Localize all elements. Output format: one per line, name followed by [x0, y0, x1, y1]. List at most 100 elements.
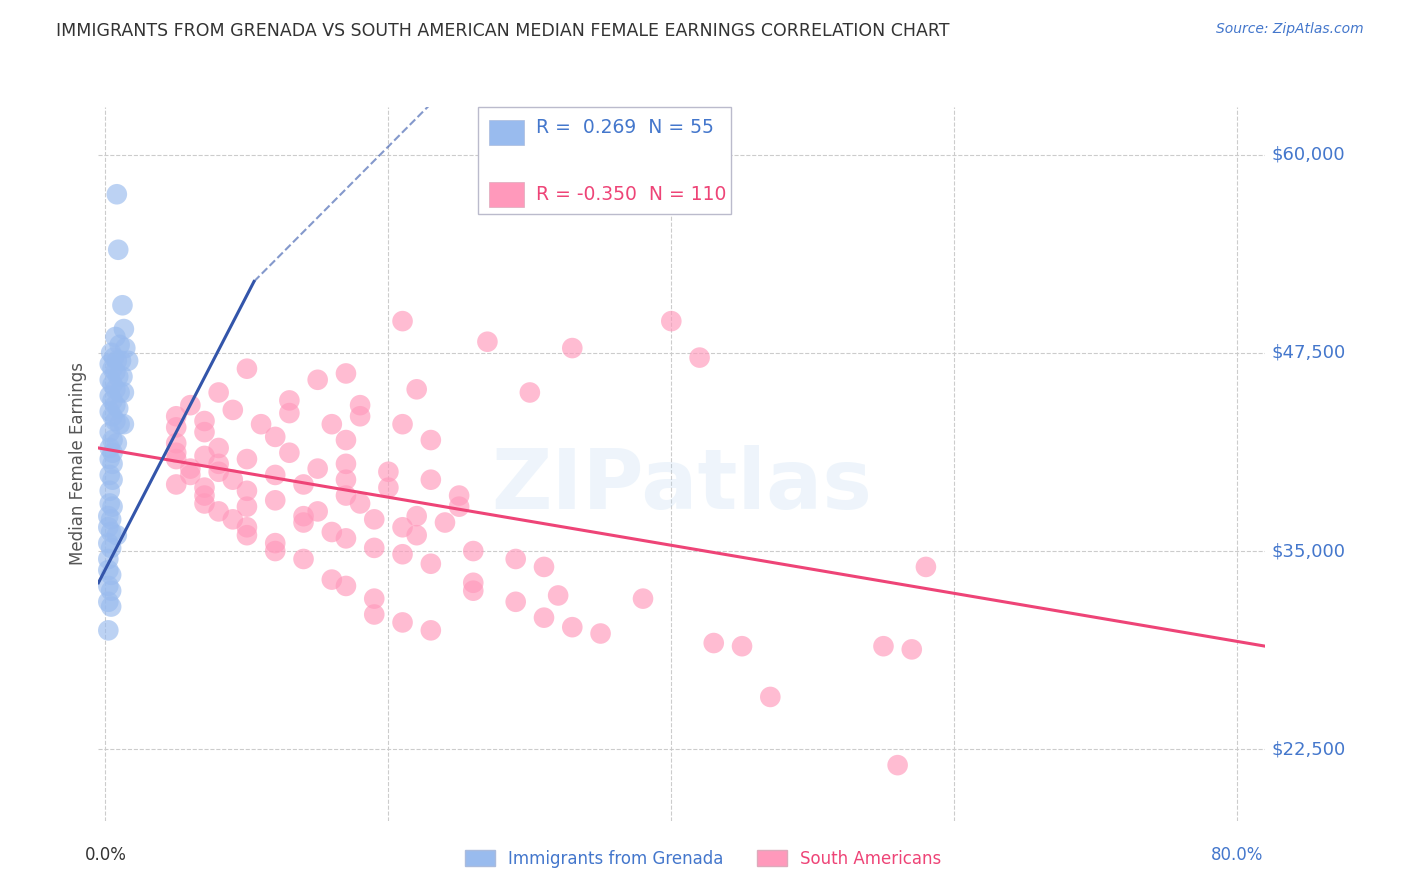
Point [363, 512, 385, 526]
Point [477, 334, 499, 349]
Point [292, 552, 315, 566]
Text: Source: ZipAtlas.com: Source: ZipAtlas.com [1216, 22, 1364, 37]
Point [335, 532, 357, 546]
Text: $60,000: $60,000 [1271, 145, 1346, 163]
Point [419, 433, 441, 447]
Point [114, 341, 136, 355]
Point [98, 425, 121, 439]
Point [321, 573, 343, 587]
Point [561, 620, 583, 634]
Point [193, 449, 215, 463]
Point [108, 338, 131, 352]
Point [193, 481, 215, 495]
Point [335, 489, 357, 503]
Point [111, 298, 134, 312]
Point [105, 353, 128, 368]
Point [335, 367, 357, 381]
Point [533, 610, 555, 624]
Point [292, 509, 315, 524]
Point [236, 452, 259, 467]
Point [112, 417, 135, 432]
Text: 80.0%: 80.0% [1211, 846, 1264, 863]
Point [519, 163, 541, 178]
Text: R =  0.269  N = 55: R = 0.269 N = 55 [536, 118, 714, 136]
Point [98, 496, 121, 510]
Point [208, 465, 231, 479]
Point [405, 528, 427, 542]
Point [349, 398, 371, 412]
Text: IMMIGRANTS FROM GRENADA VS SOUTH AMERICAN MEDIAN FEMALE EARNINGS CORRELATION CHA: IMMIGRANTS FROM GRENADA VS SOUTH AMERICA… [56, 22, 949, 40]
Point [703, 636, 725, 650]
Point [236, 361, 259, 376]
Point [100, 346, 122, 360]
Point [547, 589, 569, 603]
Point [104, 330, 127, 344]
Point [101, 446, 124, 460]
Point [363, 541, 385, 555]
Point [104, 365, 127, 379]
Point [631, 591, 654, 606]
Point [98, 389, 121, 403]
Point [391, 520, 413, 534]
Point [101, 377, 124, 392]
Point [100, 512, 122, 526]
Point [307, 461, 329, 475]
Point [193, 496, 215, 510]
Point [236, 528, 259, 542]
Point [307, 373, 329, 387]
Point [391, 615, 413, 630]
Text: $47,500: $47,500 [1271, 343, 1346, 362]
Point [307, 504, 329, 518]
Point [98, 357, 121, 371]
Point [98, 373, 121, 387]
Point [533, 560, 555, 574]
Point [264, 467, 287, 482]
Point [278, 406, 301, 420]
Point [222, 512, 245, 526]
Point [100, 524, 122, 539]
Point [463, 544, 485, 558]
Point [321, 524, 343, 539]
Text: $35,000: $35,000 [1271, 542, 1346, 560]
Point [179, 467, 201, 482]
Point [449, 500, 471, 514]
Point [292, 477, 315, 491]
Point [236, 500, 259, 514]
Point [193, 425, 215, 439]
Point [208, 441, 231, 455]
Point [419, 473, 441, 487]
Point [433, 516, 456, 530]
Point [405, 382, 427, 396]
Point [107, 401, 129, 416]
Point [105, 187, 128, 202]
Point [405, 509, 427, 524]
Point [98, 467, 121, 482]
Point [872, 639, 894, 653]
Point [505, 552, 527, 566]
Point [104, 398, 127, 412]
Point [900, 642, 922, 657]
Point [101, 500, 124, 514]
Y-axis label: Median Female Earnings: Median Female Earnings [69, 362, 87, 566]
Point [107, 243, 129, 257]
Point [165, 409, 187, 424]
Point [97, 536, 120, 550]
Point [98, 452, 121, 467]
Point [561, 341, 583, 355]
Point [112, 322, 135, 336]
Point [111, 369, 134, 384]
Point [419, 624, 441, 638]
Point [101, 433, 124, 447]
Point [264, 493, 287, 508]
Point [179, 398, 201, 412]
Text: $22,500: $22,500 [1271, 740, 1346, 758]
Point [208, 504, 231, 518]
Point [97, 520, 120, 534]
Point [101, 457, 124, 471]
Point [112, 385, 135, 400]
Point [208, 457, 231, 471]
Point [97, 552, 120, 566]
Point [292, 516, 315, 530]
Text: 0.0%: 0.0% [84, 846, 127, 863]
Point [363, 591, 385, 606]
